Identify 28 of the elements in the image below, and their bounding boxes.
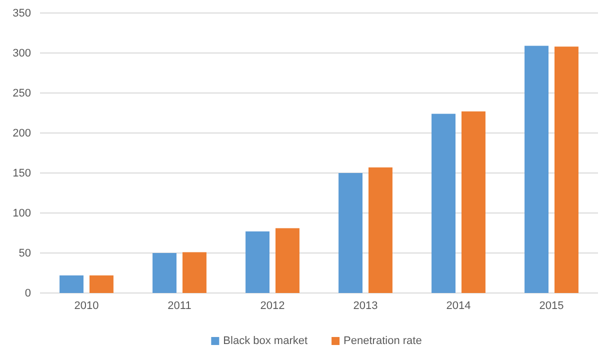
y-tick-label: 150 <box>12 168 31 180</box>
y-tick-label: 300 <box>12 48 31 60</box>
bar <box>524 46 549 293</box>
legend-label: Penetration rate <box>344 335 422 347</box>
x-tick-label: 2010 <box>74 300 99 312</box>
y-tick-label: 100 <box>12 208 31 220</box>
y-tick-label: 0 <box>24 288 31 300</box>
bar <box>554 46 578 293</box>
bar <box>368 167 392 293</box>
bar <box>152 253 177 293</box>
legend-label: Black box market <box>223 335 308 347</box>
bar <box>461 111 486 293</box>
bar <box>338 173 363 293</box>
bar <box>182 252 206 293</box>
x-tick-label: 2015 <box>539 300 564 312</box>
x-tick-label: 2014 <box>446 300 471 312</box>
bar <box>60 275 84 293</box>
x-tick-label: 2012 <box>260 300 285 312</box>
bar <box>432 114 456 293</box>
y-tick-label: 350 <box>12 8 31 20</box>
bar <box>89 275 114 293</box>
bar <box>246 231 270 293</box>
bar <box>275 228 300 293</box>
y-tick-label: 250 <box>12 88 31 100</box>
x-tick-label: 2011 <box>168 300 192 312</box>
x-tick-label: 2013 <box>353 300 378 312</box>
y-tick-label: 200 <box>12 128 31 140</box>
y-tick-label: 50 <box>18 248 31 260</box>
